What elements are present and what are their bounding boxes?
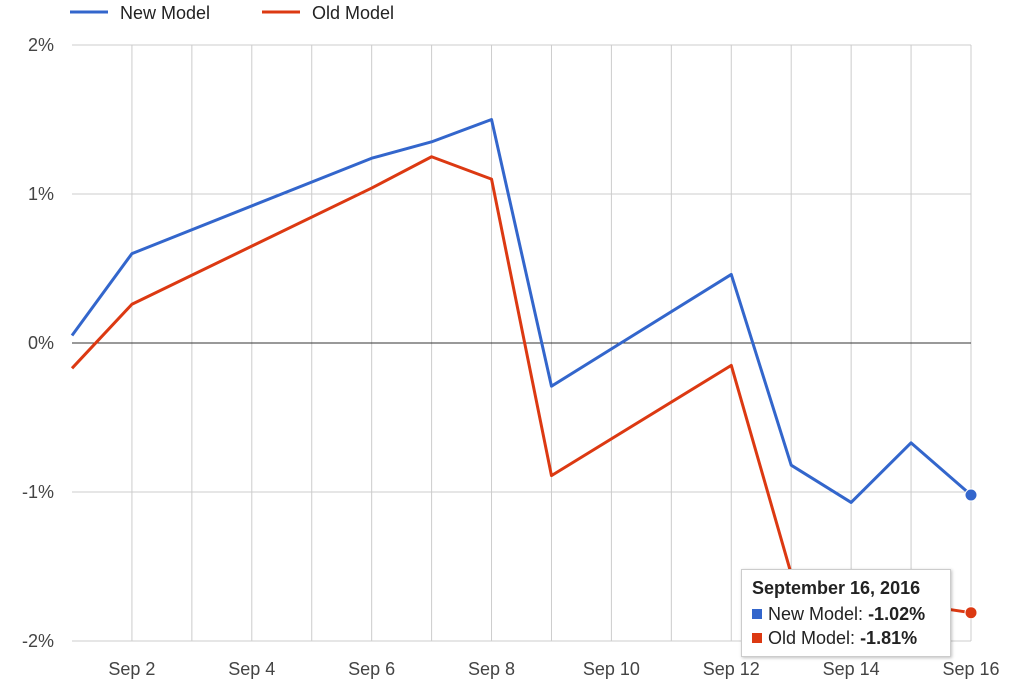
- data-tooltip: September 16, 2016 New Model: -1.02% Old…: [741, 569, 951, 657]
- y-tick-label: 0%: [28, 333, 54, 353]
- y-tick-label: 1%: [28, 184, 54, 204]
- x-tick-label: Sep 16: [942, 659, 999, 679]
- highlighted-point-old-model[interactable]: [964, 606, 978, 620]
- legend-item-old-model[interactable]: Old Model: [262, 3, 394, 23]
- tooltip-swatch-old-model: [752, 633, 762, 643]
- legend-label-old-model: Old Model: [312, 3, 394, 23]
- tooltip-label-old-model: Old Model:: [768, 628, 856, 648]
- y-tick-label: 2%: [28, 35, 54, 55]
- highlighted-point-new-model[interactable]: [964, 488, 978, 502]
- x-tick-label: Sep 8: [468, 659, 515, 679]
- y-tick-label: -1%: [22, 482, 54, 502]
- x-tick-label: Sep 10: [583, 659, 640, 679]
- x-tick-label: Sep 6: [348, 659, 395, 679]
- tooltip-label-new-model: New Model:: [768, 604, 864, 624]
- series-line-new-model[interactable]: [70, 118, 972, 504]
- tooltip-title: September 16, 2016: [752, 578, 921, 598]
- legend: New Model Old Model: [70, 3, 394, 23]
- y-tick-label: -2%: [22, 631, 54, 651]
- legend-item-new-model[interactable]: New Model: [70, 3, 210, 23]
- x-tick-label: Sep 2: [108, 659, 155, 679]
- legend-label-new-model: New Model: [120, 3, 210, 23]
- x-tick-label: Sep 4: [228, 659, 275, 679]
- x-tick-label: Sep 14: [823, 659, 880, 679]
- tooltip-value-old-model: -1.81%: [860, 628, 918, 648]
- tooltip-swatch-new-model: [752, 609, 762, 619]
- tooltip-value-new-model: -1.02%: [868, 604, 926, 624]
- x-tick-label: Sep 12: [703, 659, 760, 679]
- tooltip-row-new-model: New Model: -1.02%: [752, 602, 940, 626]
- tooltip-row-old-model: Old Model: -1.81%: [752, 626, 940, 650]
